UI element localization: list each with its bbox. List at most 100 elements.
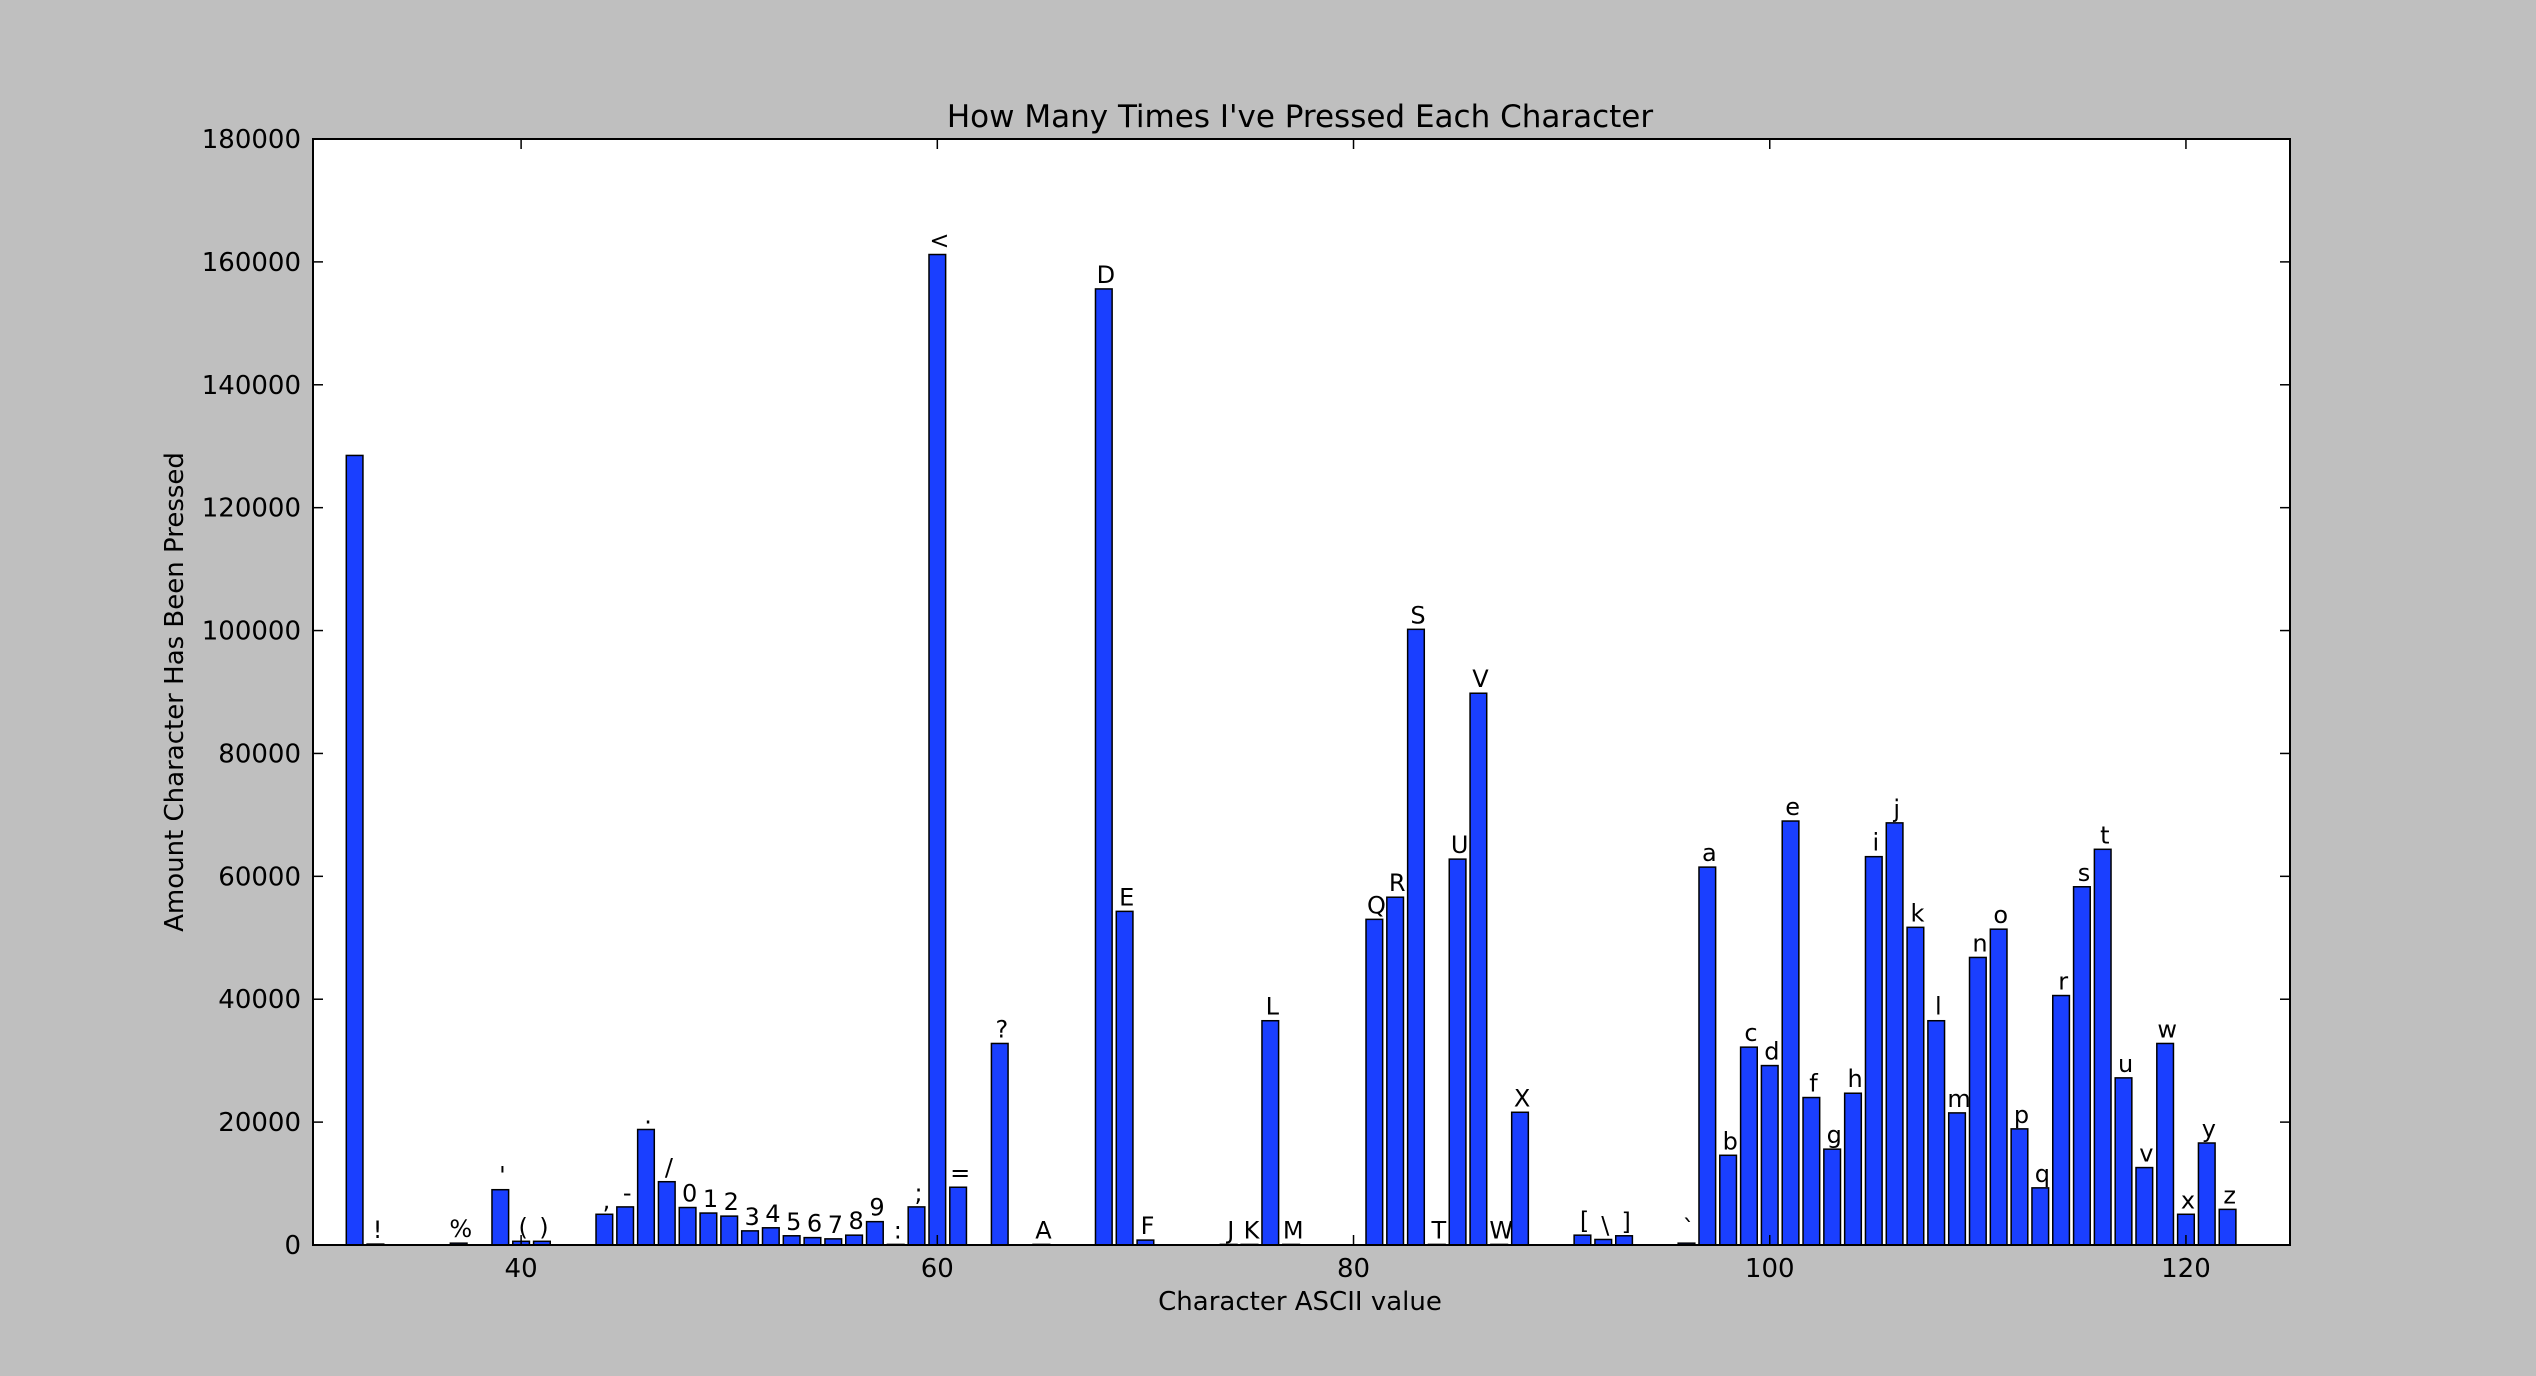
bar-label: M [1283, 1216, 1304, 1244]
plot-frame [312, 138, 2291, 1246]
bar [844, 1234, 864, 1246]
bar-label: a [1702, 839, 1717, 867]
y-tick-label: 120000 [202, 494, 301, 524]
bar-label: E [1119, 883, 1134, 911]
bar [1823, 1148, 1842, 1246]
bar-label: p [2014, 1101, 2029, 1129]
y-tick-label: 40000 [218, 985, 301, 1015]
bar-label: m [1947, 1085, 1970, 1113]
bar [865, 1220, 884, 1246]
bar-label: q [2035, 1160, 2050, 1188]
bar [1510, 1111, 1530, 1246]
y-tick-label: 180000 [202, 125, 301, 155]
bar-label: \ [1601, 1211, 1610, 1239]
bar [1115, 910, 1134, 1246]
bar-label: o [1993, 901, 2008, 929]
bar [657, 1180, 676, 1246]
y-tick-label: 60000 [218, 862, 301, 892]
bar-label: c [1744, 1019, 1757, 1047]
x-tick-label: 100 [1745, 1254, 1795, 1284]
bar [1719, 1154, 1738, 1246]
bar-label: n [1972, 929, 1987, 957]
bar [1406, 628, 1426, 1246]
bar [1927, 1019, 1946, 1246]
bars-layer [345, 253, 2237, 1246]
bar-label: R [1389, 869, 1406, 897]
y-tick-label: 20000 [218, 1108, 301, 1138]
bar [699, 1212, 718, 1246]
bar-label: ; [915, 1179, 923, 1207]
bar [1760, 1064, 1779, 1246]
bar-label: z [2223, 1181, 2236, 1209]
bar-label: ) [539, 1213, 548, 1241]
bar-label: L [1266, 993, 1280, 1021]
bar-label: X [1514, 1084, 1530, 1112]
chart-title: How Many Times I've Pressed Each Charact… [947, 99, 1654, 135]
bar [1698, 866, 1717, 1246]
bar [1968, 956, 1987, 1246]
bar-label: b [1723, 1127, 1738, 1155]
bar-label: ' [499, 1162, 506, 1190]
bar [1864, 855, 1883, 1246]
bar-label: u [2118, 1050, 2133, 1078]
bar-label: J [1225, 1216, 1234, 1244]
x-tick-label: 60 [921, 1254, 954, 1284]
bar-label: j [1892, 795, 1900, 823]
bar-label: f [1809, 1070, 1818, 1098]
bar-labels-layer: ! % ' (), -. / 0 1 23 4 5 6 7 8 9:; < =? A D E F J K L M QR S T U V W X… [373, 227, 2236, 1245]
bar [1469, 692, 1488, 1246]
bar-label: A [1035, 1216, 1052, 1244]
bar [1989, 928, 2008, 1246]
bar [491, 1188, 510, 1246]
bar [949, 1186, 968, 1246]
bar-label: K [1244, 1216, 1261, 1244]
bar [2135, 1166, 2154, 1246]
bar-label: k [1911, 899, 1925, 927]
bar-label: v [2139, 1140, 2153, 1168]
bar-label: S [1410, 601, 1425, 629]
bar-label: ? [995, 1015, 1008, 1043]
bar [740, 1230, 760, 1246]
y-axis-label: Amount Character Has Been Pressed [160, 452, 190, 932]
bar-label: ! [373, 1216, 383, 1244]
bar [1781, 820, 1800, 1246]
bar [345, 454, 364, 1246]
bar [1573, 1234, 1592, 1246]
bar [1906, 926, 1925, 1246]
bar [1386, 896, 1405, 1246]
bar-label: - [623, 1179, 632, 1207]
bar-label: % [449, 1215, 472, 1243]
bar-label: ` [1683, 1215, 1695, 1243]
bar-label: T [1431, 1216, 1447, 1244]
x-axis-label: Character ASCII value [1158, 1287, 1442, 1317]
bar-label: W [1489, 1216, 1513, 1244]
bar-label: r [2058, 968, 2068, 996]
y-tick-label: 160000 [202, 248, 301, 278]
bar-label: < [929, 227, 949, 255]
bar-label: Q [1367, 891, 1386, 919]
bar [720, 1215, 739, 1246]
bar [595, 1213, 614, 1246]
bar-label: 8 [849, 1207, 864, 1235]
bar [2031, 1187, 2050, 1246]
bar-label: 3 [744, 1203, 759, 1231]
bar-label: l [1935, 993, 1942, 1021]
bar [1261, 1019, 1280, 1246]
bar [636, 1128, 656, 1246]
bar [907, 1206, 926, 1246]
bar [2197, 1142, 2216, 1246]
bar-label: ] [1621, 1208, 1630, 1236]
bar-label: [ [1580, 1207, 1589, 1235]
bar [1802, 1096, 1821, 1246]
bar [678, 1206, 697, 1246]
bar-label: g [1827, 1121, 1842, 1149]
bar [782, 1235, 801, 1246]
bar-label: 2 [724, 1188, 739, 1216]
bar [1448, 858, 1467, 1246]
bar-label: 7 [828, 1211, 843, 1239]
bar-label: / [665, 1154, 674, 1182]
bar [2093, 848, 2112, 1246]
bar-label: y [2202, 1115, 2216, 1143]
bar [990, 1042, 1009, 1246]
